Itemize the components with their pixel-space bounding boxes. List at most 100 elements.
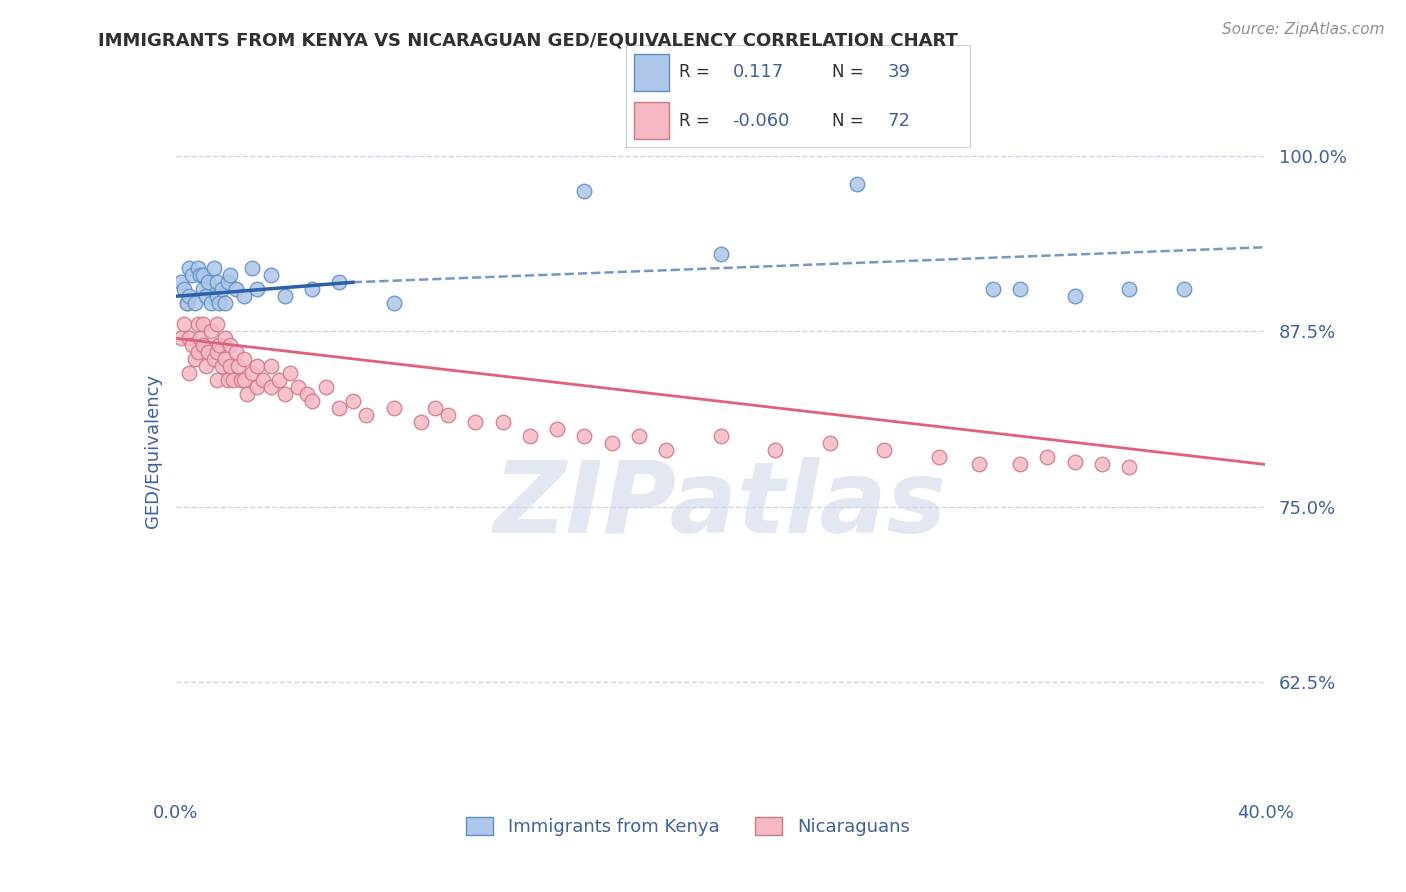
Point	[873, 443, 896, 458]
Point	[232, 373, 254, 387]
Point	[214, 331, 236, 345]
Point	[278, 367, 301, 381]
Point	[208, 296, 231, 310]
Point	[423, 401, 446, 416]
Point	[1063, 455, 1085, 469]
Point	[191, 318, 214, 332]
Text: R =: R =	[679, 63, 710, 81]
Point	[205, 318, 228, 332]
Point	[301, 394, 323, 409]
Point	[600, 436, 623, 450]
Legend: Immigrants from Kenya, Nicaraguans: Immigrants from Kenya, Nicaraguans	[458, 809, 917, 843]
Point	[219, 338, 242, 352]
Point	[240, 367, 263, 381]
Point	[409, 416, 432, 430]
Text: N =: N =	[832, 112, 863, 129]
Point	[287, 380, 309, 394]
Point	[246, 359, 269, 374]
Point	[176, 296, 198, 310]
FancyBboxPatch shape	[634, 54, 669, 91]
Point	[170, 331, 193, 345]
Point	[328, 401, 350, 416]
Point	[191, 268, 214, 283]
Point	[274, 289, 297, 303]
Point	[356, 409, 378, 423]
Point	[228, 359, 250, 374]
Point	[219, 268, 242, 283]
Text: IMMIGRANTS FROM KENYA VS NICARAGUAN GED/EQUIVALENCY CORRELATION CHART: IMMIGRANTS FROM KENYA VS NICARAGUAN GED/…	[98, 31, 959, 49]
Point	[818, 436, 841, 450]
Point	[188, 331, 211, 345]
Text: 72: 72	[887, 112, 911, 129]
Point	[260, 359, 283, 374]
Point	[301, 282, 323, 296]
Point	[186, 345, 209, 359]
Point	[179, 289, 201, 303]
Point	[211, 282, 233, 296]
Point	[208, 338, 231, 352]
Point	[202, 352, 225, 367]
Point	[382, 296, 405, 310]
Point	[240, 261, 263, 276]
Point	[574, 184, 596, 198]
Point	[205, 373, 228, 387]
Point	[315, 380, 337, 394]
Point	[217, 373, 239, 387]
Point	[205, 275, 228, 289]
Point	[181, 338, 204, 352]
Text: 39: 39	[887, 63, 911, 81]
Point	[382, 401, 405, 416]
Point	[202, 261, 225, 276]
Point	[1010, 282, 1032, 296]
Point	[225, 345, 247, 359]
Point	[928, 450, 950, 465]
Point	[328, 275, 350, 289]
Point	[1036, 450, 1059, 465]
Point	[260, 268, 283, 283]
Point	[191, 282, 214, 296]
Point	[173, 318, 195, 332]
Point	[342, 394, 364, 409]
Point	[186, 318, 209, 332]
Point	[246, 282, 269, 296]
FancyBboxPatch shape	[634, 102, 669, 139]
Point	[188, 268, 211, 283]
Point	[200, 296, 222, 310]
Point	[1091, 458, 1114, 472]
Point	[763, 443, 786, 458]
Point	[274, 387, 297, 401]
Point	[235, 387, 257, 401]
Point	[219, 359, 242, 374]
Point	[295, 387, 318, 401]
Point	[205, 345, 228, 359]
Point	[179, 331, 201, 345]
Text: Source: ZipAtlas.com: Source: ZipAtlas.com	[1222, 22, 1385, 37]
Point	[181, 268, 204, 283]
Point	[214, 296, 236, 310]
Text: ZIPatlas: ZIPatlas	[494, 457, 948, 554]
Text: N =: N =	[832, 63, 863, 81]
Point	[232, 352, 254, 367]
Point	[260, 380, 283, 394]
Point	[211, 359, 233, 374]
Point	[252, 373, 274, 387]
Point	[176, 296, 198, 310]
Point	[1010, 458, 1032, 472]
Point	[205, 289, 228, 303]
Point	[492, 416, 515, 430]
Point	[173, 282, 195, 296]
Point	[981, 282, 1004, 296]
Point	[186, 261, 209, 276]
Point	[179, 261, 201, 276]
Point	[197, 275, 219, 289]
Point	[710, 247, 733, 261]
Point	[246, 380, 269, 394]
Point	[194, 359, 217, 374]
Point	[1118, 460, 1140, 475]
Point	[710, 429, 733, 443]
Y-axis label: GED/Equivalency: GED/Equivalency	[143, 374, 162, 527]
Point	[519, 429, 541, 443]
Point	[969, 458, 991, 472]
Point	[1173, 282, 1195, 296]
Point	[191, 338, 214, 352]
